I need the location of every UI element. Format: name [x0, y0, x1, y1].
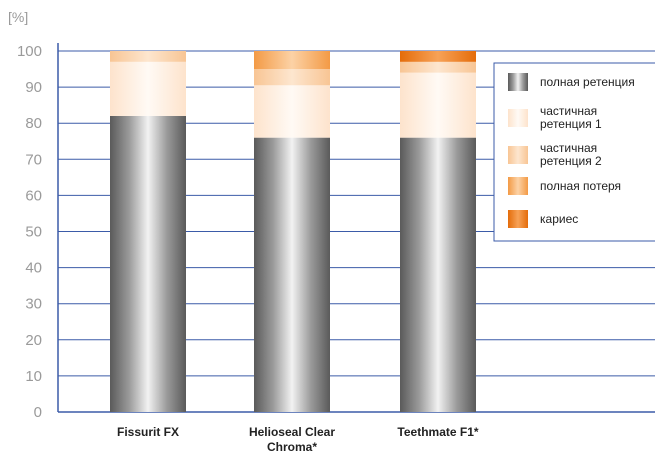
legend-label: частичная ретенция 2: [540, 141, 602, 168]
y-tick-label: 80: [25, 115, 42, 132]
y-tick-label: 40: [25, 260, 42, 277]
legend-label: частичная ретенция 1: [540, 104, 602, 131]
x-category-label: Helioseal Clear Chroma*: [249, 425, 335, 452]
y-tick-label: 50: [25, 224, 42, 241]
y-axis-unit-label: [%]: [8, 9, 28, 25]
bar-segment: [110, 61, 186, 116]
y-tick-label: 0: [34, 404, 42, 421]
bar-segment: [254, 85, 330, 138]
y-tick-label: 60: [25, 187, 42, 204]
legend-label: кариес: [540, 212, 578, 226]
bar-segment: [254, 137, 330, 412]
legend-label: полная потеря: [540, 179, 621, 193]
legend-label: полная ретенция: [540, 75, 635, 89]
bars: [110, 51, 476, 412]
x-category-label: Fissurit FX: [117, 425, 179, 439]
legend-swatch: [508, 177, 528, 195]
x-category-label: Teethmate F1*: [397, 425, 478, 439]
y-tick-label: 90: [25, 79, 42, 96]
legend: полная ретенция частичная ретенция 1 частич…: [493, 62, 655, 242]
bar-segment: [400, 137, 476, 412]
legend-swatch: [508, 210, 528, 228]
bar-segment: [110, 51, 186, 62]
bar-segment: [254, 69, 330, 86]
bar-segment: [110, 115, 186, 412]
legend-swatch: [508, 73, 528, 91]
y-tick-label: 30: [25, 296, 42, 313]
y-tick-label: 20: [25, 332, 42, 349]
y-tick-label: 100: [17, 43, 42, 60]
legend-swatch: [508, 146, 528, 164]
y-tick-label: 70: [25, 151, 42, 168]
legend-swatch: [508, 109, 528, 127]
axes: 0 10 20 30 40 50 60 70 80 90 100 [%] Fissurit FX Heli…: [8, 9, 655, 454]
bar-segment: [400, 61, 476, 73]
bar-segment: [254, 51, 330, 70]
y-tick-label: 10: [25, 368, 42, 385]
bar-segment: [400, 72, 476, 138]
bar-segment: [400, 51, 476, 62]
